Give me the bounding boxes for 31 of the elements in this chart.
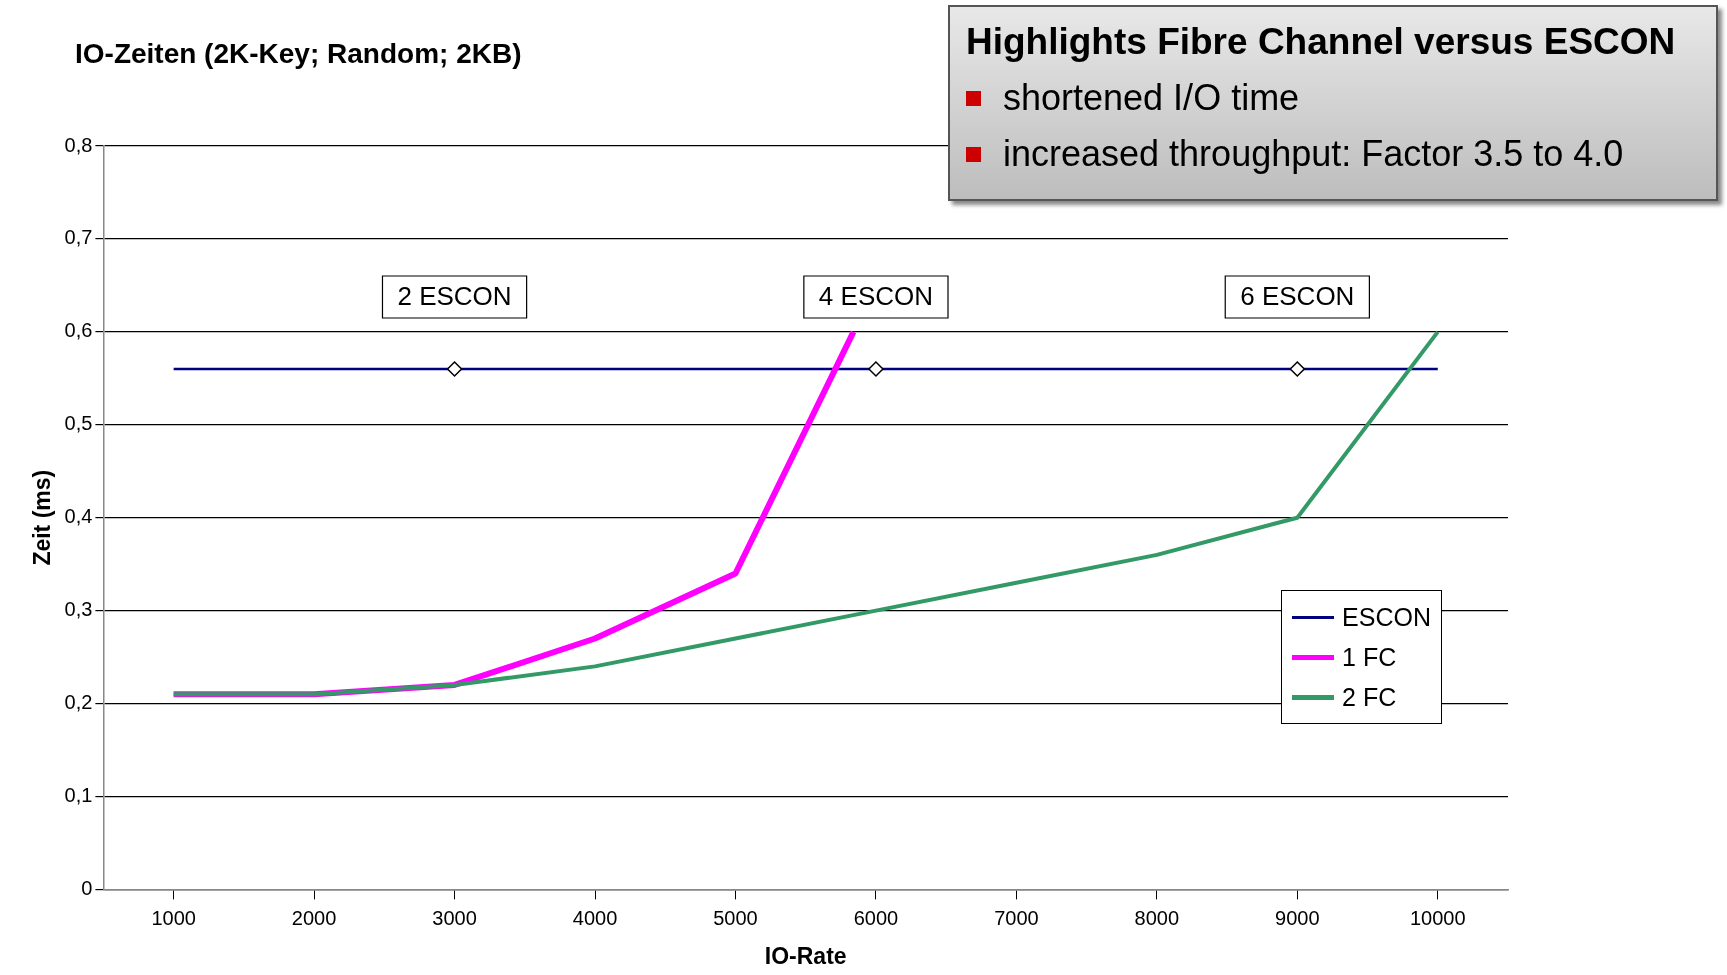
- chart-title: IO-Zeiten (2K-Key; Random; 2KB): [75, 38, 522, 70]
- y-tick-label: 0,8: [64, 133, 93, 156]
- x-tick-label: 4000: [572, 906, 618, 929]
- annotation: 6 ESCON: [1240, 281, 1355, 312]
- y-tick-label: 0,2: [64, 691, 93, 714]
- y-axis-title: Zeit (ms): [29, 469, 56, 566]
- y-tick-label: 0,5: [64, 412, 93, 435]
- x-tick-label: 8000: [1134, 906, 1180, 929]
- x-axis-title: IO-Rate: [764, 942, 847, 969]
- y-tick-label: 0: [81, 876, 93, 899]
- x-tick-label: 1000: [151, 906, 196, 929]
- x-tick-label: 3000: [432, 906, 477, 929]
- x-tick-label: 2000: [291, 906, 337, 929]
- text: shortened I/O time: [1003, 77, 1300, 119]
- legend-label: 1 FC: [1342, 642, 1397, 672]
- x-tick-label: 10000: [1409, 906, 1466, 929]
- annotation: increased throughput: Factor 3.5 to 4.0: [1003, 133, 1624, 175]
- legend-label: ESCON: [1342, 602, 1431, 632]
- text: Highlights Fibre Channel versus ESCON: [966, 21, 1677, 63]
- annotation: 2 ESCON: [397, 281, 512, 312]
- x-tick-label: 7000: [994, 906, 1039, 929]
- x-tick-label: 9000: [1275, 906, 1320, 929]
- y-tick-label: 0,1: [64, 783, 93, 806]
- y-tick-label: 0,6: [64, 319, 93, 342]
- x-tick-label: 6000: [853, 906, 899, 929]
- y-tick-label: 0,3: [64, 598, 93, 621]
- annotation: 4 ESCON: [818, 281, 934, 312]
- y-tick-label: 0,7: [64, 226, 93, 249]
- x-tick-label: 5000: [713, 906, 758, 929]
- y-tick-label: 0,4: [64, 505, 93, 528]
- legend-label: 2 FC: [1342, 682, 1397, 712]
